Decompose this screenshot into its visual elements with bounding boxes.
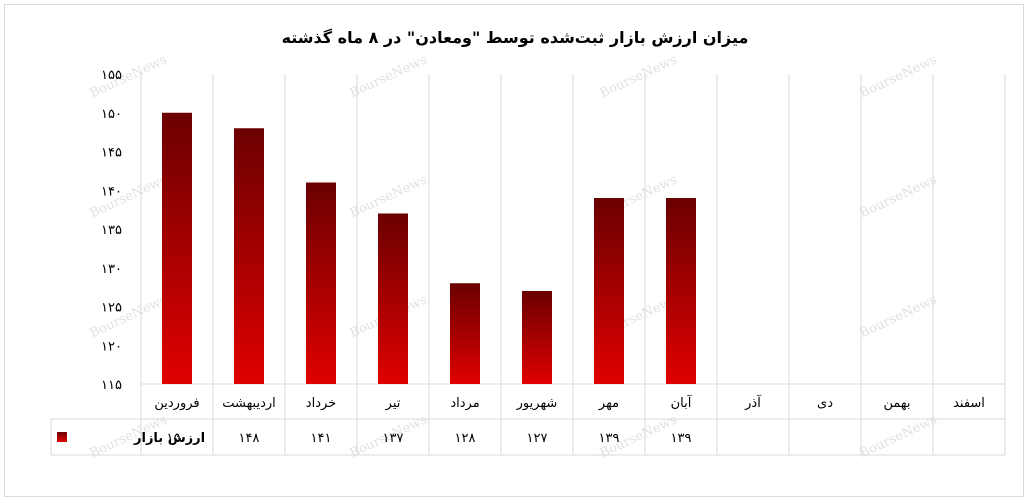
y-tick-label: ۱۲۵ — [101, 301, 122, 316]
grid-lines — [50, 74, 1006, 456]
y-tick-label: ۱۳۰ — [101, 262, 122, 277]
watermark-text: BourseNews — [598, 52, 680, 101]
bar-7 — [666, 198, 696, 384]
watermark-text: BourseNews — [348, 52, 430, 101]
data-label: ۱۳۹ — [599, 431, 620, 446]
x-category-label: خرداد — [306, 396, 336, 411]
bar-5 — [522, 291, 552, 384]
legend-label: ارزش بازار — [133, 431, 205, 446]
y-tick-label: ۱۴۰ — [101, 184, 122, 199]
x-category-label: آذر — [744, 394, 762, 411]
y-tick-label: ۱۳۵ — [101, 223, 122, 238]
bar-2 — [306, 182, 336, 384]
y-tick-label: ۱۱۵ — [101, 378, 122, 393]
x-category-label: مرداد — [450, 396, 479, 411]
watermark-text: BourseNews — [88, 52, 170, 101]
x-category-label: شهریور — [516, 396, 558, 411]
bar-6 — [594, 198, 624, 384]
bar-3 — [378, 213, 408, 384]
data-table: فروردین ۱۵۰ اردیبهشت ۱۴۸ خرداد ۱۴۱ تیر ۱۳۷ مرداد… — [57, 394, 985, 446]
x-category-label: فروردین — [154, 396, 199, 411]
y-tick-label: ۱۴۵ — [101, 146, 122, 161]
y-tick-label: ۱۵۰ — [101, 107, 122, 122]
x-category-label: اردیبهشت — [222, 396, 276, 411]
watermark-text: BourseNews — [858, 412, 940, 461]
data-label: ۱۴۱ — [311, 431, 332, 446]
bar-0 — [162, 112, 192, 384]
watermark-text: BourseNews — [88, 172, 170, 221]
x-category-label: آبان — [671, 394, 693, 411]
data-label: ۱۳۹ — [671, 431, 692, 446]
chart-title: میزان ارزش بازار ثبت‌شده توسط "ومعادن" د… — [282, 28, 749, 47]
bar-4 — [450, 283, 480, 384]
data-label: ۱۲۸ — [455, 431, 476, 446]
x-category-label: دی — [817, 396, 833, 411]
x-category-label: بهمن — [883, 396, 910, 411]
data-label: ۱۴۸ — [239, 431, 260, 446]
data-label: ۱۳۷ — [383, 431, 404, 446]
y-tick-label: ۱۵۵ — [101, 68, 122, 83]
y-axis: ۱۱۵ ۱۲۰ ۱۲۵ ۱۳۰ ۱۳۵ ۱۴۰ ۱۴۵ ۱۵۰ ۱۵۵ — [101, 68, 122, 393]
legend-swatch — [57, 432, 67, 442]
y-tick-label: ۱۲۰ — [101, 339, 122, 354]
data-label: ۱۲۷ — [527, 431, 548, 446]
x-category-label: مهر — [598, 396, 619, 411]
watermark-text: BourseNews — [858, 292, 940, 341]
watermark-text: BourseNews — [858, 172, 940, 221]
watermark-layer: BourseNews BourseNews BourseNews BourseNews… — [88, 52, 940, 461]
bars — [162, 112, 696, 384]
watermark-text: BourseNews — [858, 52, 940, 101]
x-category-label: اسفند — [953, 396, 985, 411]
data-label: ۱۵۰ — [167, 431, 188, 446]
watermark-text: BourseNews — [88, 292, 170, 341]
bar-1 — [234, 128, 264, 384]
x-category-label: تیر — [385, 396, 401, 411]
